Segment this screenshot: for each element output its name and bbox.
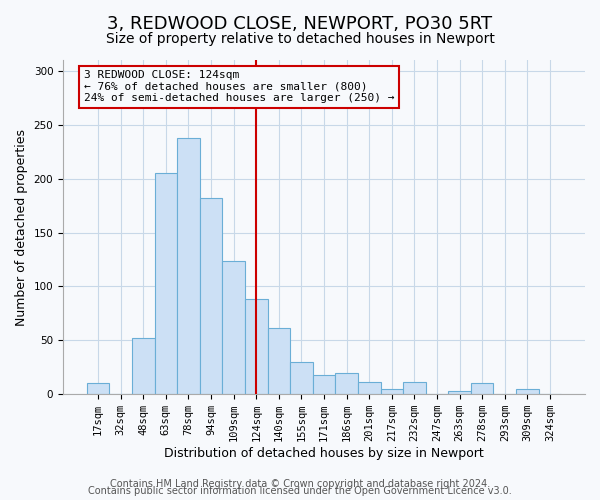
Bar [223, 260, 245, 394]
Text: 3 REDWOOD CLOSE: 124sqm
← 76% of detached houses are smaller (800)
24% of semi-d: 3 REDWOOD CLOSE: 124sqm ← 76% of detache… [84, 70, 394, 103]
Bar [268, 328, 290, 394]
Text: Size of property relative to detached houses in Newport: Size of property relative to detached ho… [106, 32, 494, 46]
Bar [313, 375, 335, 394]
Bar [335, 372, 358, 394]
Bar [200, 198, 223, 394]
Bar [516, 389, 539, 394]
Bar [448, 391, 471, 394]
Bar [358, 382, 380, 394]
Bar [380, 389, 403, 394]
Bar [132, 338, 155, 394]
Text: Contains HM Land Registry data © Crown copyright and database right 2024.: Contains HM Land Registry data © Crown c… [110, 479, 490, 489]
Bar [177, 138, 200, 394]
X-axis label: Distribution of detached houses by size in Newport: Distribution of detached houses by size … [164, 447, 484, 460]
Bar [290, 362, 313, 394]
Bar [245, 300, 268, 394]
Bar [403, 382, 425, 394]
Y-axis label: Number of detached properties: Number of detached properties [15, 128, 28, 326]
Bar [471, 384, 493, 394]
Text: Contains public sector information licensed under the Open Government Licence v3: Contains public sector information licen… [88, 486, 512, 496]
Text: 3, REDWOOD CLOSE, NEWPORT, PO30 5RT: 3, REDWOOD CLOSE, NEWPORT, PO30 5RT [107, 15, 493, 33]
Bar [87, 384, 109, 394]
Bar [155, 173, 177, 394]
